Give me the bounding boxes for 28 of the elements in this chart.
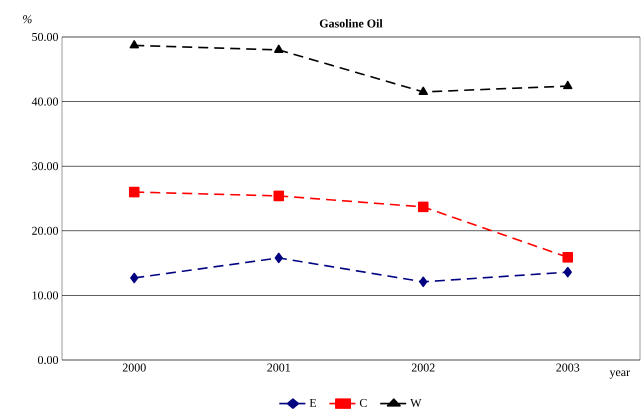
point [130, 40, 139, 48]
y-tick-label: 20.00 [32, 226, 58, 235]
point [418, 86, 428, 95]
point [419, 276, 428, 288]
legend-label: C [360, 398, 367, 407]
point [418, 202, 429, 212]
x-tick-label: 2001 [267, 364, 290, 372]
y-tick-label: 50.00 [32, 32, 58, 42]
y-tick-label: 30.00 [32, 162, 58, 170]
point [130, 272, 138, 284]
y-tick-label: 40.00 [32, 98, 58, 106]
x-axis-title: year [610, 370, 630, 379]
x-tick-label: 2003 [556, 364, 580, 372]
point [274, 44, 284, 53]
x-tick-label: 2000 [122, 364, 146, 372]
point [563, 80, 572, 90]
point [274, 252, 283, 264]
point [273, 190, 284, 202]
chart-title: Gasoline Oil [320, 19, 383, 28]
point [564, 266, 572, 278]
y-tick-label: 0.00 [38, 356, 58, 364]
legend-label: W [410, 398, 422, 407]
point [562, 252, 574, 263]
y-tick-label: 10.00 [32, 291, 58, 300]
legend-label: E [310, 398, 316, 407]
point [128, 186, 140, 198]
y-axis-title: % [23, 15, 32, 24]
x-tick-label: 2002 [412, 364, 435, 372]
